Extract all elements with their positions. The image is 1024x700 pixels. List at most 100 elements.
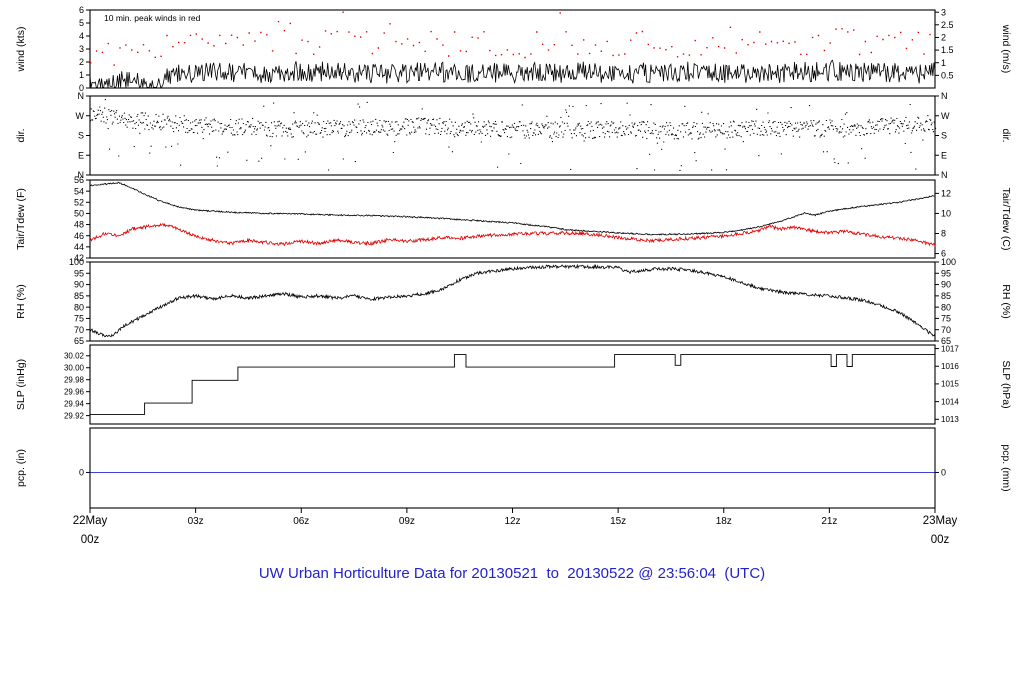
ytick-left-dir: N [78,91,85,101]
ytick-left-dir: S [78,131,84,141]
ytick-right-dir: N [941,91,948,101]
ytick-left-slp: 29.94 [64,399,85,408]
panel-border-slp [89,344,936,425]
axis-label-right-pcp: pcp. (mm) [1000,444,1012,491]
panel-pcp: 0 0 pcp. (in) pcp. (mm) [15,427,1012,509]
ytick-right-slp: 1015 [941,380,959,389]
ytick-right-temp: 6 [941,249,946,259]
ytick-left-temp: 42 [74,253,84,263]
ytick-right-wind: 2.5 [941,20,954,30]
x-axis: 03z 06z 09z 12z 15z 18z 21z 22May 00z 23May 00z [73,508,958,546]
series-wind-speed [89,59,936,89]
ytick-right-slp: 1016 [941,362,959,371]
ytick-left-wind: 3 [79,44,84,54]
axis-label-left-rh: RH (%) [15,284,27,318]
ytick-left-wind: 0 [79,83,84,93]
axis-label-left-temp: Tair/Tdew (F) [15,188,27,250]
ytick-right-temp: 12 [941,189,951,199]
panel-border-rh [89,261,936,342]
ytick-right-rh: 70 [941,325,951,335]
ytick-left-wind: 2 [79,57,84,67]
xtick-label: 03z [188,516,204,527]
xtick-label: 12z [504,516,520,527]
ytick-right-dir: E [941,150,947,160]
ytick-left-temp: 56 [74,175,84,185]
ytick-right-dir: S [941,131,947,141]
axis-label-right-dir: dir. [1000,128,1012,142]
ytick-left-pcp: 0 [79,468,84,478]
xtick-label: 15z [610,516,626,527]
ytick-left-slp: 30.02 [64,352,85,361]
annotation-wind: 10 min. peak winds in red [104,13,201,23]
xtick-label: 06z [293,516,309,527]
date-start-line1: 22May [73,515,108,527]
ytick-right-temp: 8 [941,229,946,239]
ytick-left-rh: 75 [74,314,84,324]
panel-border-pcp [89,427,936,509]
ytick-left-rh: 65 [74,336,84,346]
series-rh [89,263,936,338]
series-slp [90,354,935,415]
ytick-left-dir: E [78,150,84,160]
ytick-left-wind: 5 [79,18,84,28]
date-start-line2: 00z [81,534,100,546]
ytick-left-rh: 80 [74,302,84,312]
ytick-left-slp: 29.98 [64,376,85,385]
ytick-right-rh: 80 [941,302,951,312]
xtick-label: 18z [716,516,732,527]
xtick-label: 21z [821,516,837,527]
ytick-left-rh: 95 [74,268,84,278]
axis-label-right-temp: Tair/Tdew (C) [1000,187,1012,250]
ytick-left-temp: 48 [74,220,84,230]
ytick-left-wind: 1 [79,70,84,80]
series-tdew [90,222,936,247]
ytick-right-wind: 2 [941,33,946,43]
ytick-left-rh: 90 [74,280,84,290]
ytick-right-rh: 100 [941,257,956,267]
series-wind-direction [90,99,937,171]
ytick-left-temp: 52 [74,197,84,207]
panel-wind: 0 1 2 3 4 5 6 0.5 1 1.5 2 2.5 3 wind (kts) wind (m/s) 1… [15,5,1012,93]
ytick-right-slp: 1014 [941,397,959,406]
date-end-line1: 23May [923,515,958,527]
ytick-left-dir: W [76,111,85,121]
axis-label-right-rh: RH (%) [1000,284,1012,318]
series-tair [89,181,936,236]
ytick-left-slp: 30.00 [64,364,85,373]
ytick-right-pcp: 0 [941,468,946,478]
axis-label-left-slp: SLP (inHg) [15,359,27,410]
ytick-left-temp: 50 [74,209,84,219]
ytick-right-wind: 3 [941,7,946,17]
ytick-right-slp: 1017 [941,344,959,353]
axis-label-right-wind: wind (m/s) [1000,24,1012,73]
ytick-left-wind: 6 [79,5,84,15]
axis-label-left-dir: dir. [15,128,27,142]
axis-label-left-wind: wind (kts) [15,27,27,73]
ytick-right-rh: 65 [941,336,951,346]
ytick-left-temp: 46 [74,231,84,241]
panel-border-temp [89,179,936,259]
ytick-right-rh: 90 [941,280,951,290]
ytick-right-wind: 1.5 [941,45,954,55]
ytick-right-slp: 1013 [941,415,959,424]
ytick-right-rh: 85 [941,291,951,301]
ytick-left-rh: 85 [74,291,84,301]
chart-title: UW Urban Horticulture Data for 20130521 … [258,565,766,582]
ytick-left-rh: 70 [74,325,84,335]
ytick-right-temp: 10 [941,209,951,219]
ytick-right-dir: W [941,111,950,121]
ytick-left-dir: N [78,170,85,180]
ytick-right-dir: N [941,170,948,180]
ytick-left-rh: 100 [69,257,84,267]
ytick-right-wind: 0.5 [941,71,954,81]
ytick-left-slp: 29.92 [64,411,85,420]
axis-label-right-slp: SLP (hPa) [1000,360,1012,408]
axis-label-left-pcp: pcp. (in) [15,449,27,487]
panel-border-dir [89,95,936,176]
ytick-left-slp: 29.96 [64,387,85,396]
